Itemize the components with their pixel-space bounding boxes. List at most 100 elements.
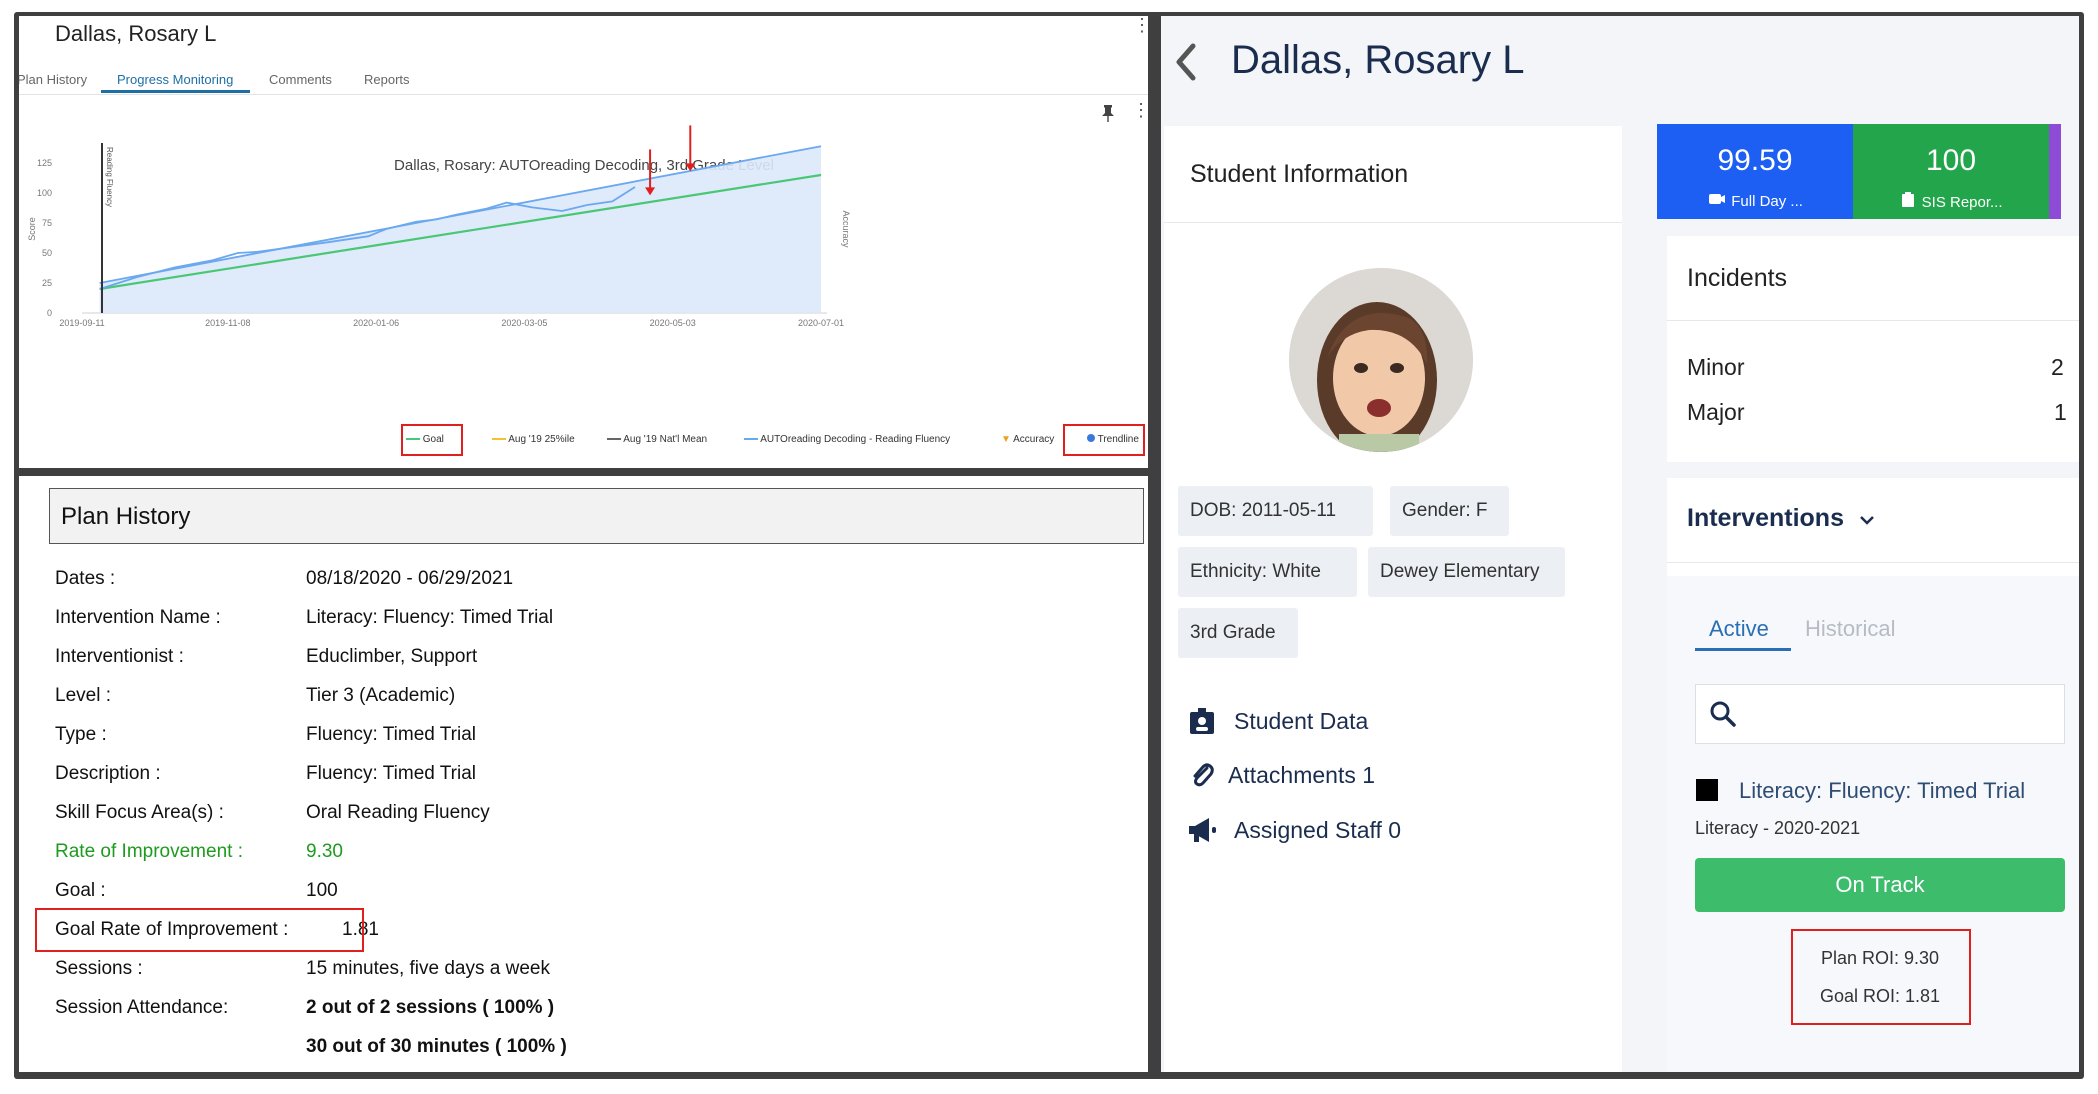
tab-reports[interactable]: Reports: [364, 72, 410, 87]
series-line-autoreading-decoding-reading-fluency: [99, 186, 636, 290]
on-track-status-button[interactable]: On Track: [1695, 858, 2065, 912]
sis-report-value: 100: [1925, 144, 1977, 177]
intervention-name-link[interactable]: Literacy: Fluency: Timed Trial: [1739, 778, 2026, 803]
plan-label: Description :: [55, 763, 161, 784]
student-data-link[interactable]: Student Data: [1186, 706, 1486, 740]
y2-axis-title: Accuracy: [841, 210, 851, 248]
search-icon: [1708, 699, 1738, 734]
plan-label: Dates :: [55, 568, 116, 589]
legend-25ile-swatch: [492, 438, 506, 440]
intervention-search-input[interactable]: [1695, 684, 2065, 744]
student-info-card: Student Information DOB: 2011-05-11 Gend…: [1164, 126, 1622, 1072]
active-tab-indicator: [101, 90, 250, 93]
tab-comments[interactable]: Comments: [269, 72, 332, 87]
next-tile-edge: [2049, 124, 2061, 219]
plan-row-type: Type : Fluency: Timed Trial: [55, 724, 1055, 763]
assigned-staff-link[interactable]: Assigned Staff 0: [1186, 815, 1486, 849]
interventions-card: Interventions Active Historical Literacy…: [1667, 478, 2079, 1072]
legend-item-trendline[interactable]: Trendline: [1087, 434, 1139, 445]
x-tick-label: 2020-03-05: [501, 318, 547, 328]
legend-item-nat-mean[interactable]: Aug '19 Nat'l Mean: [607, 434, 707, 445]
plan-row-intervention-name: Intervention Name : Literacy: Fluency: T…: [55, 607, 1055, 646]
legend-item-fluency[interactable]: AUTOreading Decoding - Reading Fluency: [744, 434, 950, 445]
goal-roi: Goal ROI: 1.81: [1819, 986, 1941, 1006]
divider: [1164, 222, 1622, 223]
attachments-link[interactable]: Attachments 1: [1186, 760, 1486, 794]
plan-label: Level :: [55, 685, 111, 706]
incident-major-label: Major: [1687, 399, 1745, 425]
divider: [1667, 320, 2079, 321]
x-tick-label: 2020-07-01: [798, 318, 844, 328]
plan-value: Tier 3 (Academic): [306, 685, 456, 706]
y-tick-label: 25: [42, 278, 52, 288]
more-options-icon[interactable]: ⋮: [1133, 16, 1148, 35]
plan-row-minutes: 30 out of 30 minutes ( 100% ): [55, 1036, 1055, 1072]
plan-row-rate-of-improvement: Rate of Improvement : 9.30: [55, 841, 1055, 880]
chart-menu-icon[interactable]: ⋮: [1132, 100, 1148, 120]
attendance-tile[interactable]: 99.59 Full Day ...: [1657, 124, 1853, 219]
plan-row-attendance: Session Attendance: 2 out of 2 sessions …: [55, 997, 1055, 1036]
legend-label-trendline: Trendline: [1097, 434, 1139, 445]
megaphone-icon: [1186, 815, 1218, 851]
reading-fluency-vertical-label: Reading Fluency: [105, 147, 114, 207]
legend-goal-swatch: [406, 438, 420, 440]
ethnicity-chip: Ethnicity: White: [1178, 547, 1357, 597]
legend-label-fluency: AUTOreading Decoding - Reading Fluency: [760, 434, 951, 445]
y-tick-label: 125: [37, 158, 52, 168]
grade-chip: 3rd Grade: [1178, 608, 1298, 658]
tab-progress-monitoring[interactable]: Progress Monitoring: [117, 72, 234, 87]
back-chevron-icon[interactable]: [1173, 42, 1199, 89]
student-data-label: Student Data: [1234, 708, 1369, 734]
tab-historical[interactable]: Historical: [1805, 616, 1896, 641]
tab-plan-history[interactable]: Plan History: [19, 72, 88, 87]
plan-label: Session Attendance:: [55, 997, 229, 1018]
intervention-checkbox[interactable]: [1696, 779, 1718, 801]
plan-label: Type :: [55, 724, 107, 745]
x-tick-label: 2020-01-06: [353, 318, 399, 328]
plan-row-description: Description : Fluency: Timed Trial: [55, 763, 1055, 802]
tab-bar: Plan History Progress Monitoring Comment…: [19, 54, 1148, 95]
attendance-value: 99.59: [1717, 144, 1793, 177]
goal-legend-callout: [401, 424, 463, 456]
student-profile-panel: Dallas, Rosary L Student Information DOB…: [1161, 16, 2079, 1072]
tab-active[interactable]: Active: [1709, 616, 1769, 641]
y-tick-label: 100: [37, 188, 52, 198]
sis-report-tile[interactable]: 100 SIS Repor...: [1853, 124, 2049, 219]
student-info-title: Student Information: [1190, 160, 1409, 188]
legend-item-accuracy[interactable]: ▼ Accuracy: [1001, 434, 1054, 445]
chart-title: Dallas, Rosary: AUTOreading Decoding, 3r…: [394, 157, 774, 174]
trendline-area: [99, 146, 822, 313]
legend-fluency-swatch: [744, 438, 758, 440]
incidents-card: Incidents Minor 2 Major 1: [1667, 236, 2079, 462]
plan-value: 1.81: [342, 919, 379, 940]
plan-roi: Plan ROI: 9.30: [1820, 948, 1940, 968]
incidents-title: Incidents: [1687, 264, 1788, 292]
interventions-title[interactable]: Interventions: [1687, 504, 1875, 533]
plan-label: Interventionist :: [55, 646, 184, 667]
legend-item-goal[interactable]: Goal: [406, 434, 444, 445]
plan-value: 08/18/2020 - 06/29/2021: [306, 568, 514, 589]
sis-report-caption: SIS Repor...: [1853, 192, 2049, 211]
annotation-arrow-head: [645, 187, 656, 196]
plan-row-sessions: Sessions : 15 minutes, five days a week: [55, 958, 1055, 997]
pin-icon[interactable]: [1100, 104, 1116, 127]
legend-item-25ile[interactable]: Aug '19 25%ile: [492, 434, 575, 445]
plan-value: Literacy: Fluency: Timed Trial: [306, 607, 554, 628]
goal-rate-callout: [35, 908, 364, 952]
plan-row-goal: Goal : 100: [55, 880, 1055, 919]
plan-label: Goal Rate of Improvement :: [55, 919, 289, 940]
x-tick-label: 2019-09-11: [59, 318, 104, 328]
chevron-down-icon: [1859, 504, 1875, 533]
plan-label: Rate of Improvement :: [55, 841, 243, 862]
annotation-arrow-head: [685, 163, 696, 172]
legend-label-25ile: Aug '19 25%ile: [508, 434, 575, 445]
student-name-title: Dallas, Rosary L: [1231, 38, 1525, 82]
x-tick-label: 2020-05-03: [650, 318, 696, 328]
sis-report-caption-text: SIS Repor...: [1921, 194, 2003, 211]
legend-label-nat-mean: Aug '19 Nat'l Mean: [623, 434, 708, 445]
plan-history-panel: Plan History Dates : 08/18/2020 - 06/29/…: [19, 476, 1148, 1072]
plan-value: 9.30: [306, 841, 343, 862]
incident-major-count: 1: [2054, 399, 2067, 425]
paperclip-icon: [1186, 760, 1218, 796]
trendline-legend-callout: [1063, 424, 1145, 456]
